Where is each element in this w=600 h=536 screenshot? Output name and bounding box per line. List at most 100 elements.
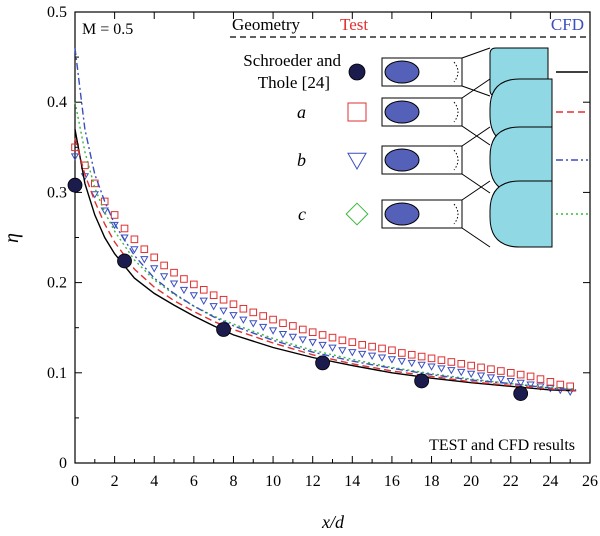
data-point-b <box>199 297 208 305</box>
legend-label: c <box>298 204 306 224</box>
legend-marker-schroeder <box>348 63 366 81</box>
data-point-b <box>219 307 228 315</box>
x-tick-label: 0 <box>71 473 79 490</box>
data-point-a <box>328 333 337 342</box>
data-point-b <box>179 286 189 295</box>
data-point-b <box>457 368 466 377</box>
data-point-a <box>338 336 347 345</box>
data-point-b <box>437 365 446 373</box>
data-point-b <box>348 349 357 357</box>
data-point-a <box>447 358 456 366</box>
x-tick-label: 8 <box>229 473 237 490</box>
legend-marker-a <box>347 102 367 122</box>
data-point-a <box>487 365 495 373</box>
data-point-a <box>279 319 287 327</box>
data-point-b <box>278 331 288 339</box>
data-point-a <box>180 275 188 283</box>
data-point-a <box>199 286 208 294</box>
data-point-a <box>417 352 426 361</box>
x-tick-label: 4 <box>150 473 158 490</box>
diffuser-walls <box>461 47 491 97</box>
data-point-a <box>427 354 436 363</box>
data-point-a <box>536 375 545 383</box>
data-point-a <box>506 369 515 377</box>
data-point-b <box>140 256 149 264</box>
meter-throat <box>453 203 459 225</box>
data-point-b <box>100 207 109 215</box>
data-point-b <box>90 191 99 199</box>
data-point-a <box>140 245 149 254</box>
legend-marker-c <box>345 202 369 226</box>
meter-throat <box>453 61 459 83</box>
diffuser-walls <box>461 126 491 194</box>
data-point-b <box>516 379 525 388</box>
x-tick-label: 10 <box>265 473 281 490</box>
legend-label: b <box>297 150 306 170</box>
plenum-ellipse <box>384 100 420 124</box>
x-tick-label: 18 <box>424 473 440 490</box>
data-point-a <box>368 342 376 351</box>
data-point-a <box>259 312 267 320</box>
series-layer <box>67 48 577 401</box>
data-point-b <box>189 292 199 300</box>
geometry-sketch-b <box>381 126 553 194</box>
data-point-a <box>229 300 238 309</box>
data-point-b <box>318 341 327 350</box>
legend-marker-b <box>347 152 367 171</box>
data-point-a <box>358 341 367 349</box>
x-tick-label: 26 <box>582 473 598 490</box>
annotation-mach: M = 0.5 <box>82 21 133 38</box>
data-point-b <box>268 327 278 335</box>
data-point-b <box>486 374 496 382</box>
data-point-a <box>298 325 307 334</box>
data-point-b <box>328 344 337 352</box>
data-point-schroeder <box>513 386 529 401</box>
data-point-b <box>110 221 119 230</box>
data-point-b <box>338 347 347 355</box>
legend-header-geometry: Geometry <box>232 15 300 34</box>
x-tick-label: 6 <box>190 473 198 490</box>
data-point-a <box>378 344 386 353</box>
data-point-b <box>308 339 317 347</box>
data-point-b <box>130 246 139 254</box>
data-point-b <box>249 320 258 328</box>
diffuser-walls <box>461 180 491 248</box>
x-axis-label: x/d <box>321 512 345 532</box>
plenum-ellipse <box>384 202 420 226</box>
legend-label: a <box>297 102 306 122</box>
data-point-b <box>150 265 159 273</box>
data-point-schroeder <box>117 253 132 269</box>
data-point-a <box>150 253 159 262</box>
meter-throat <box>453 101 459 123</box>
data-point-b <box>239 316 248 324</box>
y-tick-label: 0.1 <box>47 365 67 382</box>
data-point-a <box>269 315 277 324</box>
data-point-a <box>110 211 119 219</box>
data-point-schroeder <box>414 373 430 389</box>
data-point-a <box>219 295 228 304</box>
data-point-a <box>556 380 565 389</box>
data-point-a <box>160 261 168 270</box>
legend-header-test: Test <box>340 15 368 34</box>
data-point-a <box>100 197 109 206</box>
legend-header-cfd: CFD <box>551 15 584 34</box>
data-point-b <box>259 323 268 332</box>
data-point-a <box>289 322 297 330</box>
legend-label-line1: Schroeder and <box>243 51 341 70</box>
x-tick-label: 16 <box>384 473 400 490</box>
data-point-a <box>388 346 396 355</box>
legend-label-line2: Thole [24] <box>258 73 330 92</box>
data-point-a <box>546 378 555 386</box>
y-tick-label: 0.4 <box>47 94 67 111</box>
data-point-schroeder <box>216 322 231 337</box>
data-point-a <box>467 361 475 370</box>
data-point-a <box>120 224 129 233</box>
data-point-b <box>407 359 416 368</box>
x-tick-label: 12 <box>305 473 321 490</box>
data-point-b <box>496 376 506 384</box>
x-tick-label: 2 <box>111 473 119 490</box>
data-point-a <box>407 350 416 359</box>
y-tick-label: 0.5 <box>47 4 67 21</box>
legend: Geometry Test CFD Schroeder and Thole [24] a b… <box>230 15 588 248</box>
